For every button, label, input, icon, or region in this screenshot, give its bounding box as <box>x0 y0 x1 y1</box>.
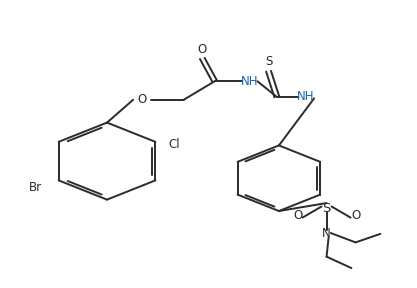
Text: NH: NH <box>297 90 314 103</box>
Text: O: O <box>198 43 207 56</box>
Text: O: O <box>138 93 147 106</box>
Text: Cl: Cl <box>168 138 180 151</box>
Text: S: S <box>322 202 331 215</box>
Text: O: O <box>293 209 302 222</box>
Text: N: N <box>322 227 331 240</box>
Text: NH: NH <box>241 75 259 88</box>
Text: S: S <box>265 55 272 68</box>
Text: O: O <box>351 209 360 222</box>
Text: Br: Br <box>29 181 43 194</box>
